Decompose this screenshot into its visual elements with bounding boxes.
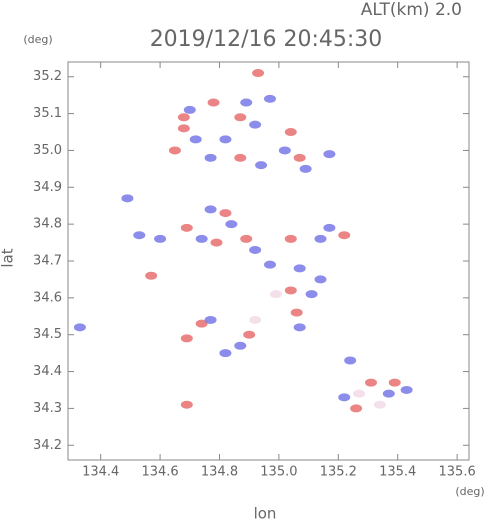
echo-point [180, 400, 193, 409]
echo-point [204, 315, 217, 324]
echo-point [240, 234, 253, 243]
echo-point [373, 400, 386, 409]
echo-point [243, 330, 256, 339]
echo-point [145, 271, 158, 280]
echo-point [204, 153, 217, 162]
echo-point [293, 323, 306, 332]
echo-point [177, 124, 190, 133]
echo-point [252, 69, 265, 78]
altitude-label: ALT(km) 2.0 [361, 0, 462, 20]
echo-point [189, 135, 202, 144]
echo-point [249, 245, 262, 254]
y-unit: (deg) [23, 33, 52, 46]
echo-point [183, 105, 196, 114]
echo-point [219, 209, 232, 218]
x-tick-label: 134.8 [201, 465, 238, 480]
echo-point [299, 164, 312, 173]
echo-point [284, 286, 297, 295]
echo-point [314, 234, 327, 243]
echo-point [133, 231, 146, 240]
echo-point [263, 260, 276, 269]
echo-point [195, 319, 208, 328]
x-tick-label: 135.4 [379, 465, 416, 480]
x-axis-label: lon [254, 505, 277, 521]
echo-point [177, 113, 190, 122]
x-tick-label: 135.2 [320, 465, 357, 480]
echo-point [323, 150, 336, 159]
echo-point [154, 234, 167, 243]
echo-point [234, 113, 247, 122]
echo-point [249, 120, 262, 129]
echo-point [338, 231, 351, 240]
echo-point [204, 205, 217, 214]
echo-point [284, 234, 297, 243]
y-tick-label: 34.6 [33, 290, 62, 305]
x-tick-label: 134.4 [82, 465, 119, 480]
chart-title: 2019/12/16 20:45:30 [150, 27, 383, 52]
echo-point [364, 378, 377, 387]
echo-point [225, 220, 238, 229]
echo-point [195, 234, 208, 243]
x-tick-label: 135.6 [439, 465, 476, 480]
echo-point [314, 275, 327, 284]
y-tick-label: 34.9 [33, 180, 62, 195]
echo-point [263, 94, 276, 103]
echo-point [73, 323, 86, 332]
echo-point [400, 385, 413, 394]
echo-point [338, 393, 351, 402]
echo-point [350, 404, 363, 413]
y-tick-label: 35.0 [33, 143, 62, 158]
y-tick-label: 34.7 [33, 254, 62, 269]
echo-point [210, 238, 223, 247]
echo-point [353, 389, 366, 398]
x-unit: (deg) [455, 485, 484, 498]
echo-point [219, 135, 232, 144]
echo-point [323, 223, 336, 232]
x-tick-label: 134.6 [141, 465, 178, 480]
y-axis-label: lat [0, 248, 17, 267]
echo-point [293, 153, 306, 162]
y-tick-label: 34.8 [33, 217, 62, 232]
echo-point [234, 341, 247, 350]
y-tick-label: 34.3 [33, 401, 62, 416]
y-tick-label: 34.4 [33, 364, 62, 379]
echo-point [219, 349, 232, 358]
echo-point [290, 308, 303, 317]
x-tick-label: 135.0 [260, 465, 297, 480]
echo-point [305, 290, 318, 299]
echo-point [344, 356, 357, 365]
echo-point [234, 153, 247, 162]
echo-point [180, 223, 193, 232]
echo-point [207, 98, 220, 107]
y-tick-label: 35.1 [33, 106, 62, 121]
echo-point [284, 128, 297, 137]
echo-point [255, 161, 268, 170]
echo-point [121, 194, 134, 203]
echo-point [180, 334, 193, 343]
echo-point [278, 146, 291, 155]
echo-point [388, 378, 401, 387]
y-tick-label: 34.5 [33, 327, 62, 342]
echo-point [240, 98, 253, 107]
echo-point [293, 264, 306, 273]
echo-point [382, 389, 395, 398]
echo-point [269, 290, 282, 299]
echo-point [249, 315, 262, 324]
y-tick-label: 34.2 [33, 438, 62, 453]
echo-point [168, 146, 181, 155]
y-tick-label: 35.2 [33, 69, 62, 84]
